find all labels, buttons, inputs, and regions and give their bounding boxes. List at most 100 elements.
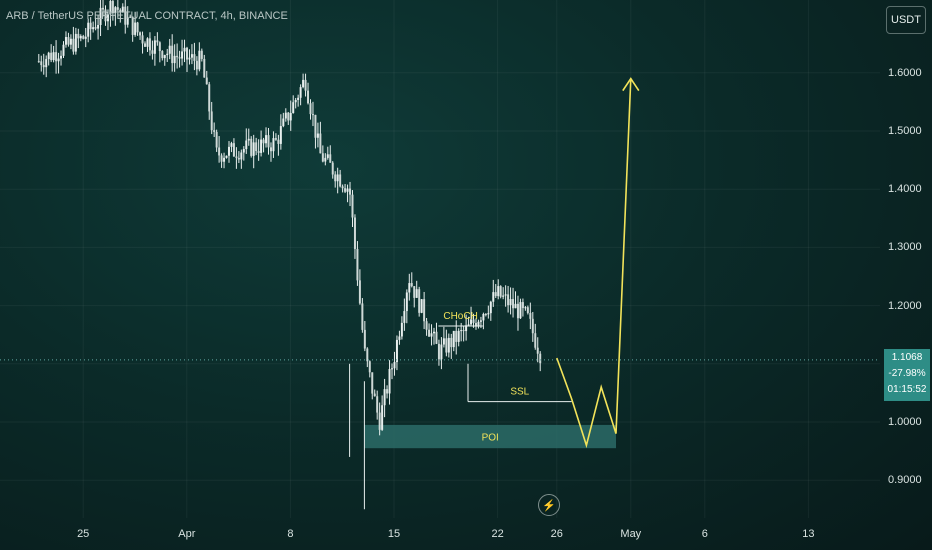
candle-body (289, 113, 292, 121)
candle-body (272, 138, 275, 152)
candle-body (265, 135, 268, 144)
candle-body (346, 188, 349, 192)
candle-body (373, 393, 376, 397)
candle-body (430, 333, 433, 337)
candle-body (445, 338, 448, 353)
candle-body (188, 57, 191, 60)
current-price-tag: 1.1068 -27.98% 01:15:52 (884, 349, 930, 401)
candle-body (69, 38, 72, 45)
candle-body (267, 135, 270, 148)
price-tick-label: 1.2000 (888, 299, 922, 312)
price-change: -27.98% (888, 368, 926, 379)
candle-body (299, 87, 302, 98)
candle-body (371, 372, 374, 394)
candle-body (349, 188, 352, 195)
candle-body (292, 102, 295, 114)
time-axis[interactable]: 25 Apr 8 15 22 26 May 6 13 (0, 518, 880, 550)
candle-body (484, 313, 487, 315)
candle-body (462, 330, 465, 332)
candle-body (104, 9, 107, 22)
candle-body (116, 7, 119, 10)
candle-body (450, 337, 453, 348)
candle-body (526, 307, 529, 313)
candle-body (395, 339, 398, 363)
candle-body (521, 302, 524, 309)
candle-body (255, 142, 258, 152)
candle-body (74, 33, 77, 52)
price-tick-label: 1.3000 (888, 241, 922, 254)
candle-body (512, 299, 515, 309)
candle-body (119, 9, 122, 13)
candle-body (250, 138, 253, 156)
candle-body (309, 103, 312, 115)
candle-body (391, 368, 394, 370)
candle-body (539, 353, 542, 364)
candle-body (420, 299, 423, 313)
bar-countdown: 01:15:52 (887, 384, 927, 395)
candle-body (156, 40, 159, 43)
candle-body (455, 330, 458, 342)
candle-body (413, 286, 416, 298)
candle-body (331, 162, 334, 175)
candle-body (213, 130, 216, 132)
candle-body (129, 16, 132, 18)
candle-body (235, 156, 238, 158)
candle-body (190, 54, 193, 58)
candle-body (247, 138, 250, 141)
candle-body (470, 319, 473, 325)
candle-body (106, 14, 109, 22)
candle-body (134, 22, 137, 35)
candle-body (168, 45, 171, 54)
candle-body (405, 292, 408, 312)
candle-body (97, 25, 100, 29)
symbol-label: ARB / TetherUS PERPETUAL CONTRACT, 4h, B… (6, 10, 288, 22)
candle-body (183, 47, 186, 52)
candle-body (178, 57, 181, 59)
price-tick-label: 1.0000 (888, 416, 922, 428)
currency-button[interactable]: USDT (886, 6, 926, 34)
candle-body (136, 22, 139, 33)
candle-body (302, 79, 305, 88)
candle-body (442, 338, 445, 345)
candle-body (203, 58, 206, 78)
poi-label: POI (482, 433, 499, 444)
candle-body (262, 139, 265, 144)
candle-body (230, 143, 233, 147)
candle-body (467, 324, 470, 326)
lightning-icon[interactable]: ⚡ (538, 494, 560, 516)
candle-body (60, 55, 63, 59)
candle-body (319, 133, 322, 154)
candle-body (353, 217, 356, 249)
candle-body (114, 7, 117, 14)
candle-body (344, 188, 347, 192)
candle-body (237, 157, 240, 160)
candle-body (232, 143, 235, 157)
candle-body (326, 154, 329, 158)
candle-body (435, 331, 438, 344)
candle-body (37, 61, 40, 63)
candle-body (92, 27, 95, 30)
candle-body (531, 318, 534, 334)
time-tick-label: 15 (387, 528, 401, 540)
candle-body (215, 131, 218, 148)
candle-body (400, 322, 403, 337)
price-chart[interactable]: POI CHoCH SSL (0, 0, 880, 518)
candle-body (487, 313, 490, 315)
price-tick-label: 1.5000 (888, 125, 922, 137)
candle-body (329, 154, 332, 163)
candle-body (240, 152, 243, 160)
price-axis[interactable]: 1.60001.50001.40001.30001.20001.10001.00… (880, 0, 932, 550)
candle-body (205, 77, 208, 85)
candle-body (334, 174, 337, 182)
candle-body (316, 133, 319, 138)
candle-body (425, 321, 428, 330)
candle-body (274, 138, 277, 140)
candle-body (307, 90, 310, 104)
candle-body (158, 42, 161, 52)
time-tick-label: 6 (701, 528, 708, 540)
candle-body (82, 36, 85, 39)
candle-body (410, 283, 413, 287)
candle-body (361, 303, 364, 330)
candle-body (418, 289, 421, 313)
candle-body (304, 79, 307, 91)
